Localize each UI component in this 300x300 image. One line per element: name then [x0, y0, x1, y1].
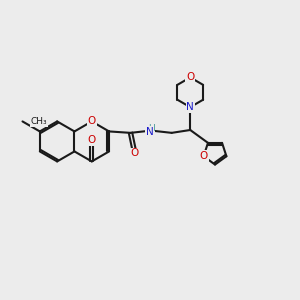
Text: H: H: [148, 124, 154, 133]
Text: O: O: [131, 148, 139, 158]
Text: O: O: [88, 135, 96, 145]
Text: N: N: [186, 102, 194, 112]
Text: O: O: [200, 151, 208, 161]
Text: N: N: [146, 127, 154, 137]
Text: O: O: [186, 72, 194, 82]
Text: O: O: [88, 116, 96, 126]
Text: CH₃: CH₃: [31, 117, 47, 126]
